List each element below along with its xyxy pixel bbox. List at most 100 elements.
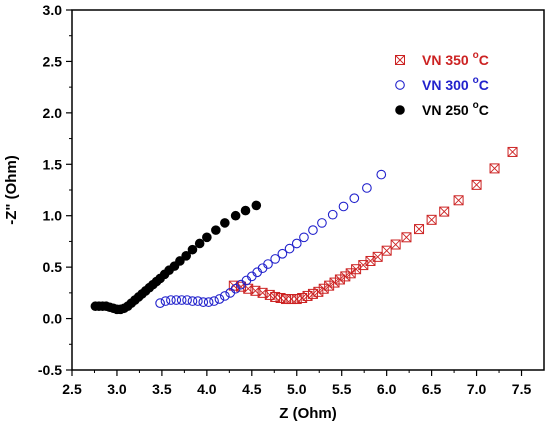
y-tick-label: 0.5 [43,259,63,275]
legend-label-main: VN 350 [422,52,473,68]
data-point [263,259,273,269]
data-point [299,232,309,243]
marker-square [390,239,401,250]
data-point [155,298,165,308]
legend-label: VN 250 oC [422,100,489,118]
y-tick-label: 2.0 [43,105,63,121]
x-tick-label: 6.0 [377,381,397,397]
marker-square [286,294,297,305]
data-point [401,232,412,243]
data-point [220,218,230,228]
data-point [230,210,241,221]
marker-cross [471,180,482,190]
x-axis-title: Z (Ohm) [279,405,337,422]
data-point [340,271,351,282]
data-point [209,296,219,306]
data-point [349,193,360,204]
legend: VN 350 oC VN 300 oC VN 250 oC [395,50,489,118]
data-point [439,206,450,217]
data-point [329,277,340,288]
legend-label-degree: o [473,75,479,86]
marker-square [414,224,425,235]
data-points [90,146,518,315]
legend-marker [395,80,405,90]
data-point [193,296,203,306]
data-point [211,225,221,235]
data-point [160,296,171,306]
data-point [187,296,198,306]
data-point [334,274,345,285]
marker-square [372,251,383,262]
marker-square [340,271,351,282]
data-point [313,286,324,297]
marker-cross [390,239,401,250]
data-point [284,243,295,254]
marker-square [507,146,518,157]
marker-cross [297,293,307,303]
plot-border [71,9,545,371]
data-point [219,291,230,301]
marker-square [329,277,340,288]
marker-cross [324,280,334,291]
marker-cross [335,274,345,285]
data-point [171,295,182,305]
y-tick-label: 2.5 [43,53,63,69]
x-tick-label: 2.5 [62,381,82,397]
marker-cross [507,147,518,157]
marker-cross [308,289,318,299]
data-point [302,290,313,301]
x-tick-label: 4.0 [197,381,217,397]
marker-square [297,293,308,303]
data-point [176,295,187,305]
data-point [280,294,291,305]
marker-cross [313,287,324,297]
marker-square [471,179,482,190]
marker-cross [340,271,351,282]
marker-cross [401,232,412,243]
data-point [324,280,335,291]
y-tick-label: 1.0 [43,208,63,224]
data-point [286,294,297,305]
marker-square [453,195,464,206]
data-point [453,195,464,206]
data-point [277,248,288,259]
data-point [198,297,209,307]
data-point [327,209,338,220]
x-tick-label: 3.5 [152,381,172,397]
x-tick-label: 5.0 [287,381,307,397]
plot-frame [71,9,545,371]
marker-cross [414,224,424,234]
series-0 [228,146,518,305]
data-point [203,297,214,307]
data-point [308,225,318,235]
data-point [414,224,425,235]
data-point [181,251,191,261]
data-point [381,245,392,256]
marker-cross [453,195,464,206]
marker-cross [426,215,437,225]
data-point [376,169,387,180]
marker-square [307,288,318,299]
marker-cross [329,277,340,288]
data-point [202,232,212,243]
legend-label: VN 300 oC [422,75,489,93]
legend-label-degree: o [473,50,479,61]
y-tick-label: 3.0 [43,2,63,18]
marker-square [401,232,412,243]
marker-cross [381,245,392,256]
legend-label-unit: C [479,52,489,68]
marker-square [313,286,324,297]
legend-label: VN 350 oC [422,50,489,68]
data-point [390,239,401,250]
data-point [318,283,329,294]
data-point [291,238,302,249]
data-point [194,238,205,249]
marker-cross [318,283,329,294]
axis-ticks: 2.5 3.0 3.5 4.0 4.5 5.0 5.5 6.0 6.5 7.0 7.5 -0.5 0.0… [38,2,532,397]
marker-square [439,206,450,217]
x-tick-label: 4.5 [242,381,262,397]
data-point [489,163,500,174]
legend-marker [395,55,405,65]
marker-cross [243,283,254,294]
